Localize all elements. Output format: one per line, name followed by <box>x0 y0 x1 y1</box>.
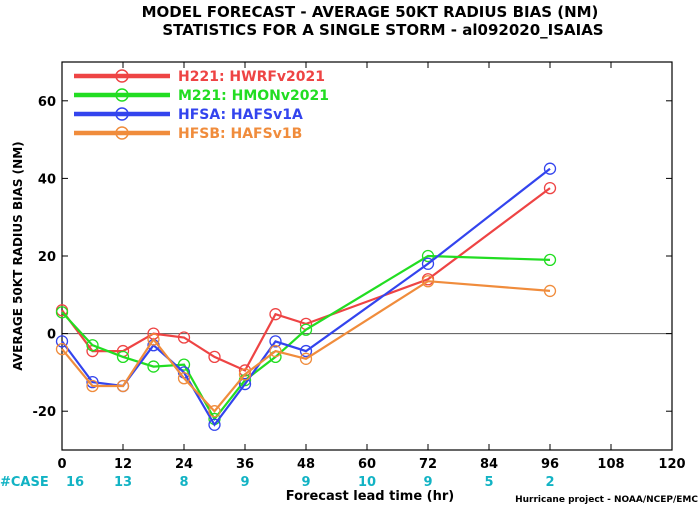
data-point <box>177 372 191 385</box>
legend-marker <box>115 69 129 83</box>
legend-marker <box>115 126 129 140</box>
legend-label: H221: HWRFv2021 <box>178 69 325 85</box>
data-point <box>208 418 221 431</box>
data-point <box>269 335 282 348</box>
data-point <box>86 339 99 352</box>
x-tick-label: 24 <box>175 457 193 472</box>
case-count: 16 <box>66 475 84 490</box>
chart-title: MODEL FORECAST - AVERAGE 50KT RADIUS BIA… <box>142 3 599 21</box>
data-point <box>299 352 313 365</box>
data-point <box>208 405 221 418</box>
data-point <box>421 249 435 263</box>
data-point <box>543 162 557 175</box>
case-label: #CASE <box>0 475 49 490</box>
chart-subtitle: STATISTICS FOR A SINGLE STORM - al092020… <box>162 21 603 39</box>
case-count: 5 <box>484 475 493 490</box>
data-point <box>177 358 191 371</box>
data-point <box>55 342 69 356</box>
data-point <box>147 360 160 373</box>
data-point <box>299 344 313 358</box>
legend-marker <box>115 88 129 102</box>
x-tick-label: 48 <box>297 457 315 472</box>
data-point <box>208 350 221 364</box>
x-tick-label: 60 <box>358 457 376 472</box>
y-tick-label: 20 <box>38 250 56 265</box>
x-axis-label: Forecast lead time (hr) <box>286 489 454 504</box>
series-line <box>61 167 551 427</box>
data-point <box>269 308 282 321</box>
x-tick-label: 120 <box>658 457 685 472</box>
x-tick-label: 36 <box>236 457 254 472</box>
data-point <box>238 368 252 381</box>
case-count: 9 <box>301 475 310 490</box>
x-tick-label: 0 <box>57 457 66 472</box>
y-axis-label: AVERAGE 50KT RADIUS BIAS (NM) <box>11 141 25 370</box>
y-tick-label: 60 <box>38 95 56 110</box>
data-point <box>116 350 130 364</box>
credit-text: Hurricane project - NOAA/NCEP/EMC <box>515 495 698 505</box>
legend-marker <box>115 107 129 121</box>
data-point <box>86 379 99 393</box>
data-point <box>421 257 435 270</box>
legend-label: M221: HMONv2021 <box>178 88 329 104</box>
case-count: 8 <box>179 475 188 490</box>
series-line <box>61 280 551 413</box>
case-count: 9 <box>423 475 432 490</box>
case-count: 10 <box>358 475 376 490</box>
data-point <box>55 335 69 348</box>
legend-label: HFSB: HAFSv1B <box>178 126 302 142</box>
data-point <box>543 181 557 195</box>
case-count: 2 <box>545 475 554 490</box>
x-tick-label: 84 <box>480 457 498 472</box>
y-tick-label: 0 <box>47 328 56 343</box>
data-point <box>55 306 69 319</box>
data-point <box>86 375 99 389</box>
data-point <box>147 333 160 346</box>
data-point <box>421 275 435 288</box>
case-count: 9 <box>240 475 249 490</box>
data-point <box>238 377 252 391</box>
x-tick-label: 72 <box>419 457 437 472</box>
x-tick-label: 12 <box>114 457 132 472</box>
plot-area <box>61 61 673 451</box>
case-count: 13 <box>114 475 132 490</box>
series-line <box>61 187 551 372</box>
y-tick-label: -20 <box>33 405 57 420</box>
x-tick-label: 96 <box>541 457 559 472</box>
x-tick-label: 108 <box>597 457 624 472</box>
data-point <box>543 284 557 298</box>
y-tick-label: 40 <box>38 172 56 187</box>
data-point <box>116 379 130 393</box>
data-point <box>269 344 282 358</box>
data-point <box>543 253 557 267</box>
legend-label: HFSA: HAFSv1A <box>178 107 303 123</box>
data-point <box>177 331 191 344</box>
data-point <box>299 323 313 336</box>
